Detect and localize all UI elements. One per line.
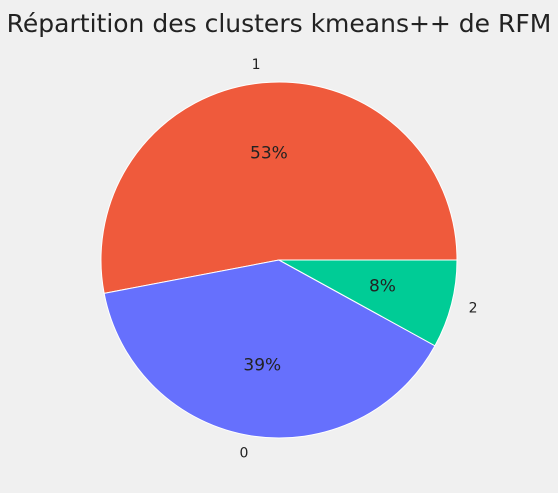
slice-percent-label-0: 39% bbox=[243, 355, 281, 375]
pie-labels: 1 53% 0 39% 2 8% bbox=[239, 57, 477, 461]
pie-slice-0 bbox=[103, 259, 436, 439]
slice-label-2: 2 bbox=[469, 301, 478, 317]
pie-slice-2 bbox=[278, 259, 458, 347]
slice-percent-label-1: 53% bbox=[250, 144, 288, 164]
slice-label-1: 1 bbox=[252, 57, 261, 73]
pie-slice-1 bbox=[100, 81, 458, 294]
chart-title: Répartition des clusters kmeans++ de RFM bbox=[7, 9, 552, 38]
slice-label-0: 0 bbox=[239, 445, 248, 461]
slice-percent-label-2: 8% bbox=[369, 277, 396, 297]
pie-slices bbox=[100, 81, 458, 439]
